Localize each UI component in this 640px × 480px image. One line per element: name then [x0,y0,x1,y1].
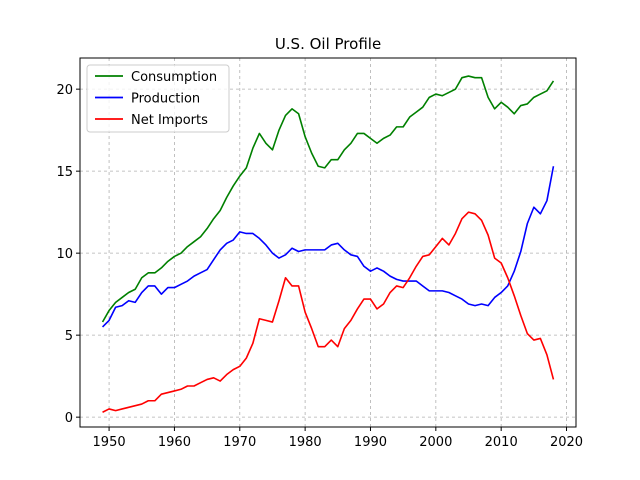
plot-frame [79,57,577,428]
legend: Consumption Production Net Imports [86,64,230,133]
legend-label-consumption: Consumption [131,70,217,85]
x-axis: 1950 1960 1970 1980 1990 2000 2010 2020 [93,427,583,450]
x-tick-label: 2000 [419,435,452,450]
legend-label-production: Production [131,92,200,107]
x-tick-label: 2010 [485,435,518,450]
legend-label-net-imports: Net Imports [131,113,208,128]
x-tick-label: 1960 [158,435,191,450]
series-line-net-imports [102,211,555,413]
x-tick-label: 2020 [550,435,583,450]
series-lines [101,75,555,413]
y-tick-label: 10 [56,247,73,262]
x-tick-label: 1950 [93,435,126,450]
x-tick-label: 1990 [354,435,387,450]
y-tick-label: 20 [56,83,73,98]
legend-box [86,64,230,133]
y-axis: 0 5 10 15 20 [56,83,80,426]
series-line-production [101,166,555,328]
x-tick-label: 1970 [223,435,256,450]
y-tick-label: 0 [65,411,73,426]
y-tick-label: 15 [56,165,73,180]
x-tick-label: 1980 [289,435,322,450]
chart-title: U.S. Oil Profile [275,35,381,53]
series-line-consumption [101,75,555,323]
y-tick-label: 5 [65,329,73,344]
